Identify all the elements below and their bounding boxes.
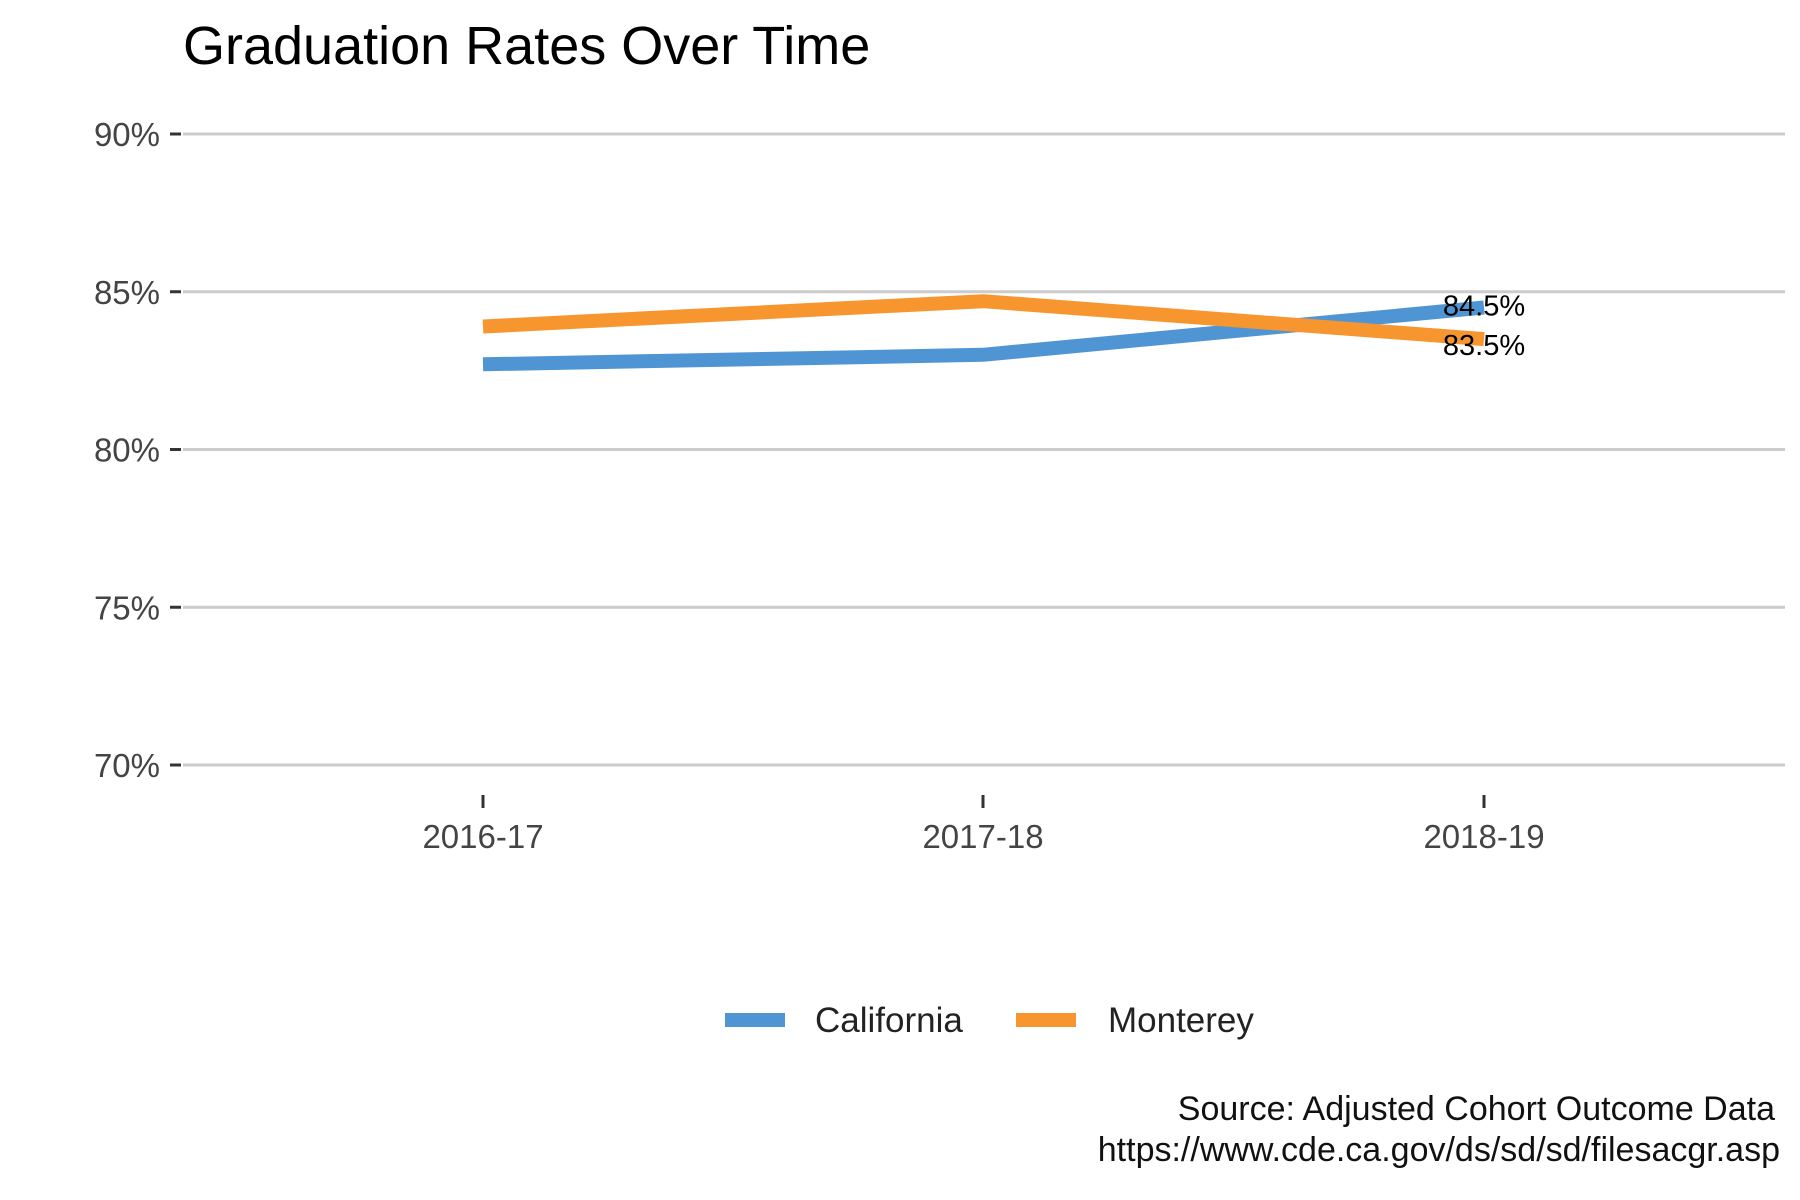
legend-label-monterey: Monterey [1108, 1001, 1254, 1040]
x-tick-label: 2016-17 [422, 818, 543, 855]
legend-label-california: California [815, 1001, 963, 1040]
series-line-monterey [482, 294, 1485, 347]
y-tick-label: 80% [94, 432, 160, 469]
y-tick-label: 85% [94, 274, 160, 311]
series-lines [482, 294, 1485, 372]
y-axis: 70% 75% 80% 85% 90% [94, 116, 181, 784]
chart-title: Graduation Rates Over Time [183, 16, 870, 76]
y-tick-label: 90% [94, 116, 160, 153]
x-tick-label: 2017-18 [922, 818, 1043, 855]
y-tick-label: 75% [94, 589, 160, 626]
x-axis: 2016-17 2017-18 2018-19 [422, 795, 1545, 855]
caption-source: Source: Adjusted Cohort Outcome Data [1178, 1090, 1775, 1128]
gridlines [183, 132, 1785, 767]
caption-url: https://www.cde.ca.gov/ds/sd/sd/filesacg… [1098, 1131, 1780, 1169]
legend: California Monterey [725, 1001, 1254, 1040]
x-tick-label: 2018-19 [1423, 818, 1544, 855]
end-label-california: 84.5% [1443, 291, 1525, 323]
y-tick-label: 70% [94, 747, 160, 784]
data-labels: 84.5% 83.5% [1443, 291, 1525, 363]
end-label-monterey: 83.5% [1443, 330, 1525, 362]
